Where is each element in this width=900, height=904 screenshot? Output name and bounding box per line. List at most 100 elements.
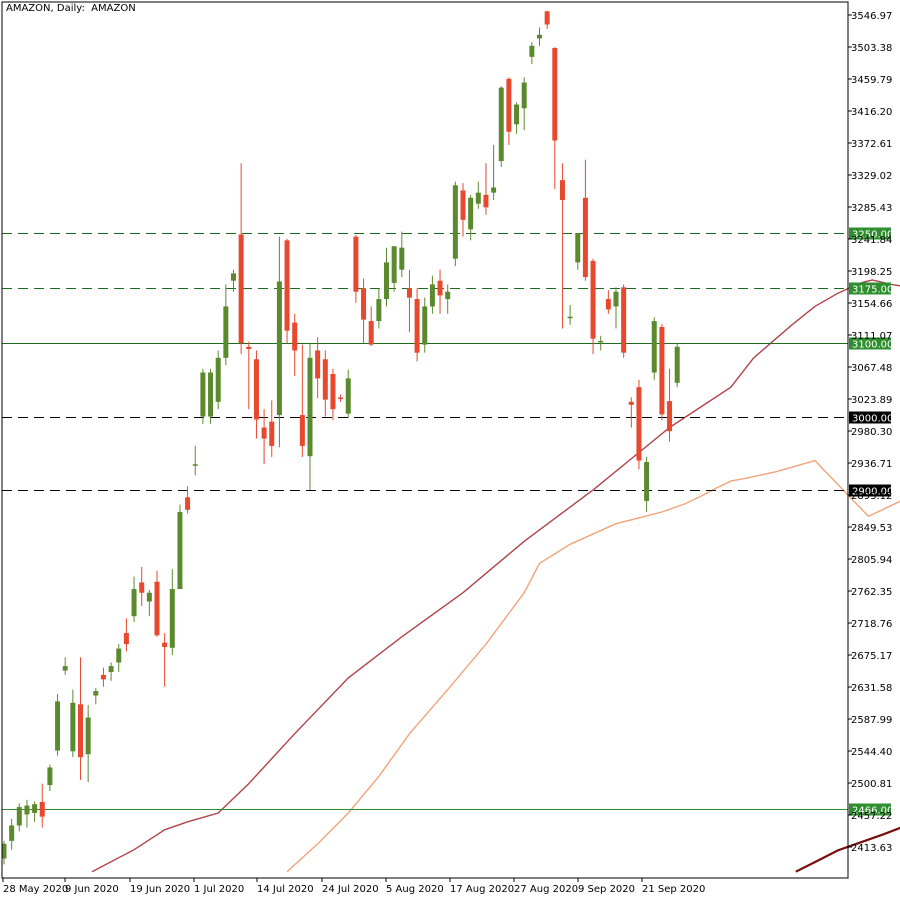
candle-body xyxy=(559,180,565,200)
candle-body xyxy=(628,401,634,405)
moving-average-line xyxy=(795,826,900,873)
candle-body xyxy=(598,340,604,343)
x-tick-label: 1 Jul 2020 xyxy=(194,884,244,895)
candle-body xyxy=(651,321,657,373)
x-tick-label: 14 Jul 2020 xyxy=(257,884,314,895)
candle-body xyxy=(32,804,38,813)
candle-body xyxy=(276,281,282,416)
candle-body xyxy=(621,287,627,353)
candle-body xyxy=(116,648,122,663)
candle-body xyxy=(208,372,214,417)
level-label-box xyxy=(849,803,891,816)
y-tick-label: 3372.61 xyxy=(851,139,892,150)
y-tick-label: 3023.89 xyxy=(851,395,892,406)
candle-body xyxy=(452,185,458,259)
candle-body xyxy=(529,45,535,57)
chart-title: AMAZON, Daily: AMAZON xyxy=(6,3,136,14)
candle-body xyxy=(644,462,650,501)
candle-body xyxy=(85,717,91,755)
candle-body xyxy=(613,291,619,307)
candle-body xyxy=(108,666,114,673)
candle-body xyxy=(460,190,466,220)
moving-averages xyxy=(91,279,900,873)
y-tick-label: 3503.38 xyxy=(851,43,892,54)
candle-body xyxy=(215,357,221,402)
candle-body xyxy=(667,401,673,432)
y-tick-label: 3198.25 xyxy=(851,267,892,278)
candle-body xyxy=(437,280,443,296)
y-tick-label: 2980.30 xyxy=(851,427,892,438)
level-label: 3000.00 xyxy=(852,414,893,425)
candle-body xyxy=(307,357,313,457)
candle-body xyxy=(253,359,259,420)
candle-body xyxy=(169,589,175,648)
candle-body xyxy=(16,807,22,826)
y-tick-label: 3459.79 xyxy=(851,75,892,86)
x-tick-label: 9 Sep 2020 xyxy=(578,884,635,895)
y-tick-label: 2544.40 xyxy=(851,747,892,758)
candle-body xyxy=(445,291,451,300)
candle-body xyxy=(368,321,374,345)
y-tick-label: 3546.97 xyxy=(851,11,892,22)
candle-body xyxy=(47,767,53,786)
axes: 3546.97 3503.38 3459.79 3416.20 3372.61 3329.… xyxy=(1,1,892,895)
plot-frame xyxy=(1,1,849,879)
candle-body xyxy=(330,373,336,410)
candle-body xyxy=(154,581,160,636)
level-label: 3175.00 xyxy=(852,285,893,296)
level-label-box xyxy=(849,227,891,240)
candle-body xyxy=(636,387,642,461)
candle-body xyxy=(55,701,61,751)
moving-average-line xyxy=(286,459,900,873)
candle-body xyxy=(361,288,367,320)
y-tick-label: 3154.66 xyxy=(851,299,892,310)
x-tick-label: 19 Jun 2020 xyxy=(130,884,190,895)
candle-body xyxy=(468,197,474,230)
candle-body xyxy=(414,299,420,353)
candle-body xyxy=(422,306,428,345)
candle-body xyxy=(491,187,497,193)
y-tick-label: 3067.48 xyxy=(851,363,892,374)
candle-body xyxy=(674,346,680,383)
candle-body xyxy=(315,350,321,379)
candle-body xyxy=(123,633,129,645)
candle-body xyxy=(514,104,520,125)
x-tick-label: 5 Aug 2020 xyxy=(386,884,444,895)
candle-body xyxy=(391,246,397,283)
candle-body xyxy=(162,642,168,648)
candle-body xyxy=(231,273,236,281)
candle-body xyxy=(590,260,596,339)
candle-body xyxy=(284,240,290,331)
candle-body xyxy=(475,192,481,204)
y-tick-label: 3285.43 xyxy=(851,203,892,214)
candle-body xyxy=(70,702,76,752)
y-tick-label: 2849.53 xyxy=(851,523,892,534)
candle-body xyxy=(39,801,45,817)
y-tick-label: 3111.07 xyxy=(851,331,892,342)
y-tick-label: 2500.81 xyxy=(851,779,892,790)
candle-body xyxy=(498,87,504,162)
x-tick-label: 9 Jun 2020 xyxy=(65,884,119,895)
x-tick-label: 27 Aug 2020 xyxy=(514,884,578,895)
candle-body xyxy=(353,236,359,292)
y-tick-label: 2457.22 xyxy=(851,811,892,822)
candle-body xyxy=(345,378,351,414)
y-tick-label: 2762.35 xyxy=(851,587,892,598)
candle-body xyxy=(246,346,252,349)
candle-body xyxy=(521,82,527,109)
candle-body xyxy=(567,316,573,319)
candle-body xyxy=(399,247,405,270)
candle-body xyxy=(269,421,275,446)
candle-body xyxy=(338,397,344,399)
candle-body xyxy=(78,704,83,758)
y-tick-label: 3416.20 xyxy=(851,107,892,118)
candle-body xyxy=(506,78,512,132)
candle-body xyxy=(200,372,206,417)
level-label-box xyxy=(849,337,891,350)
candle-body xyxy=(299,415,305,446)
y-tick-label: 2587.99 xyxy=(851,715,892,726)
candle-body xyxy=(261,427,267,439)
